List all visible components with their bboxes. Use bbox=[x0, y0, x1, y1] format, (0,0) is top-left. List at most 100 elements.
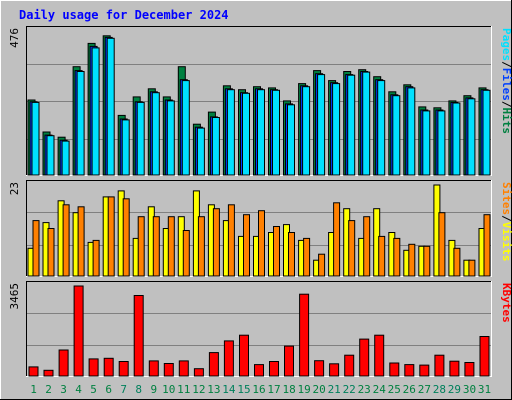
day-label-22: 22 bbox=[343, 383, 356, 396]
bar-kbytes-day-2 bbox=[44, 370, 53, 376]
day-label-8: 8 bbox=[135, 383, 142, 396]
bar-sites-day-6 bbox=[108, 197, 114, 276]
bar-kbytes-day-30 bbox=[465, 363, 474, 377]
bar-sites-day-13 bbox=[213, 209, 219, 276]
legend-entry: Visits bbox=[500, 222, 512, 262]
bar-kbytes-day-19 bbox=[300, 294, 309, 376]
bar-sites-day-19 bbox=[304, 238, 310, 276]
bar-kbytes-day-26 bbox=[405, 365, 414, 376]
chart-title: Daily usage for December 2024 bbox=[19, 8, 229, 22]
day-label-5: 5 bbox=[90, 383, 97, 396]
bar-pages-day-9 bbox=[152, 93, 159, 175]
bar-sites-day-29 bbox=[454, 248, 460, 276]
bar-pages-day-16 bbox=[258, 90, 265, 175]
bar-sites-day-15 bbox=[244, 215, 250, 276]
bar-pages-day-2 bbox=[47, 136, 54, 175]
panel-legend: Sites/Visits bbox=[500, 182, 512, 262]
day-label-24: 24 bbox=[373, 383, 387, 396]
bar-kbytes-day-16 bbox=[255, 365, 264, 376]
legend-entry: Pages bbox=[500, 28, 512, 61]
bar-pages-day-29 bbox=[453, 103, 460, 175]
bar-pages-day-14 bbox=[227, 90, 234, 175]
bar-kbytes-day-11 bbox=[179, 361, 188, 376]
bar-pages-day-18 bbox=[288, 105, 295, 175]
day-label-1: 1 bbox=[30, 383, 37, 396]
legend-entry: KBytes bbox=[500, 283, 512, 323]
day-label-3: 3 bbox=[60, 383, 67, 396]
bar-pages-day-11 bbox=[182, 81, 189, 175]
day-label-30: 30 bbox=[463, 383, 476, 396]
day-label-29: 29 bbox=[448, 383, 461, 396]
bar-sites-day-12 bbox=[198, 217, 204, 276]
bar-kbytes-day-4 bbox=[74, 286, 83, 376]
day-label-13: 13 bbox=[207, 383, 220, 396]
panel-legend: KBytes bbox=[500, 283, 512, 323]
day-label-12: 12 bbox=[192, 383, 205, 396]
panel-kbytes: 3465 KBytes bbox=[8, 281, 512, 377]
bar-pages-day-28 bbox=[438, 111, 445, 175]
bar-pages-day-7 bbox=[122, 120, 129, 175]
bar-kbytes-day-20 bbox=[315, 361, 324, 376]
bar-pages-day-5 bbox=[92, 48, 99, 175]
bar-pages-day-4 bbox=[77, 72, 84, 176]
day-label-10: 10 bbox=[162, 383, 175, 396]
bar-pages-day-13 bbox=[212, 118, 219, 176]
bar-sites-day-10 bbox=[168, 217, 174, 276]
bar-pages-day-22 bbox=[348, 75, 355, 175]
panel-sites-visits: 23 Sites/Visits bbox=[8, 180, 512, 277]
bar-sites-day-9 bbox=[153, 217, 159, 276]
bar-kbytes-day-24 bbox=[375, 335, 384, 376]
bar-kbytes-day-14 bbox=[224, 341, 233, 376]
bar-kbytes-day-12 bbox=[194, 369, 203, 376]
bar-pages-day-27 bbox=[423, 111, 430, 175]
bar-pages-day-12 bbox=[197, 128, 204, 175]
bar-pages-day-20 bbox=[318, 75, 325, 175]
bar-pages-day-15 bbox=[243, 93, 250, 175]
bar-sites-day-17 bbox=[274, 227, 280, 277]
panel-hits-files-pages: 476 Pages/Files/Hits bbox=[8, 26, 512, 176]
bar-kbytes-day-8 bbox=[134, 296, 143, 377]
bar-sites-day-7 bbox=[123, 199, 129, 276]
bar-kbytes-day-5 bbox=[89, 359, 98, 376]
bar-sites-day-11 bbox=[183, 231, 189, 277]
bar-kbytes-day-21 bbox=[330, 364, 339, 376]
bar-sites-day-28 bbox=[439, 213, 445, 276]
bar-pages-day-1 bbox=[32, 102, 39, 175]
day-label-17: 17 bbox=[267, 383, 280, 396]
bar-pages-day-17 bbox=[273, 90, 280, 175]
y-max-label: 3465 bbox=[8, 283, 21, 310]
bar-kbytes-day-31 bbox=[480, 337, 489, 377]
day-label-14: 14 bbox=[222, 383, 236, 396]
bar-sites-day-16 bbox=[259, 211, 265, 276]
bar-kbytes-day-23 bbox=[360, 339, 369, 376]
day-label-16: 16 bbox=[252, 383, 265, 396]
bar-sites-day-21 bbox=[334, 203, 340, 276]
day-label-15: 15 bbox=[237, 383, 250, 396]
bar-sites-day-18 bbox=[289, 233, 295, 277]
bar-sites-day-2 bbox=[48, 229, 54, 277]
bar-pages-day-24 bbox=[378, 81, 385, 175]
day-label-18: 18 bbox=[282, 383, 295, 396]
bar-sites-day-14 bbox=[228, 205, 234, 276]
bar-kbytes-day-1 bbox=[29, 367, 38, 376]
day-label-9: 9 bbox=[150, 383, 157, 396]
bar-kbytes-day-3 bbox=[59, 350, 68, 376]
day-label-19: 19 bbox=[297, 383, 310, 396]
bar-sites-day-4 bbox=[78, 207, 84, 276]
bar-pages-day-31 bbox=[483, 90, 490, 175]
bar-kbytes-day-6 bbox=[104, 358, 113, 376]
bar-pages-day-26 bbox=[408, 88, 415, 175]
day-label-28: 28 bbox=[433, 383, 446, 396]
bar-sites-day-24 bbox=[379, 236, 385, 276]
bar-sites-day-3 bbox=[63, 205, 69, 276]
bar-kbytes-day-29 bbox=[450, 361, 459, 376]
bar-sites-day-26 bbox=[409, 244, 415, 276]
bar-kbytes-day-28 bbox=[435, 355, 444, 376]
bar-pages-day-3 bbox=[62, 141, 69, 175]
bar-pages-day-19 bbox=[303, 87, 310, 175]
day-label-20: 20 bbox=[312, 383, 325, 396]
bar-pages-day-10 bbox=[167, 101, 174, 175]
y-max-label: 23 bbox=[8, 182, 21, 195]
bar-pages-day-25 bbox=[393, 96, 400, 175]
